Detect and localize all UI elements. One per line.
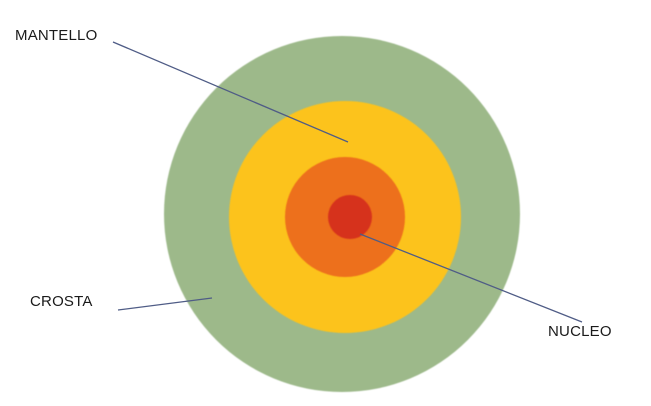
inner-core-layer	[328, 195, 372, 239]
nucleo-label: NUCLEO	[548, 323, 612, 340]
crosta-label: CROSTA	[30, 293, 93, 310]
nucleo-leader-line	[359, 233, 583, 323]
crosta-leader-line	[117, 297, 213, 311]
mantello-label: MANTELLO	[15, 27, 98, 44]
mantello-leader-line	[112, 41, 349, 143]
